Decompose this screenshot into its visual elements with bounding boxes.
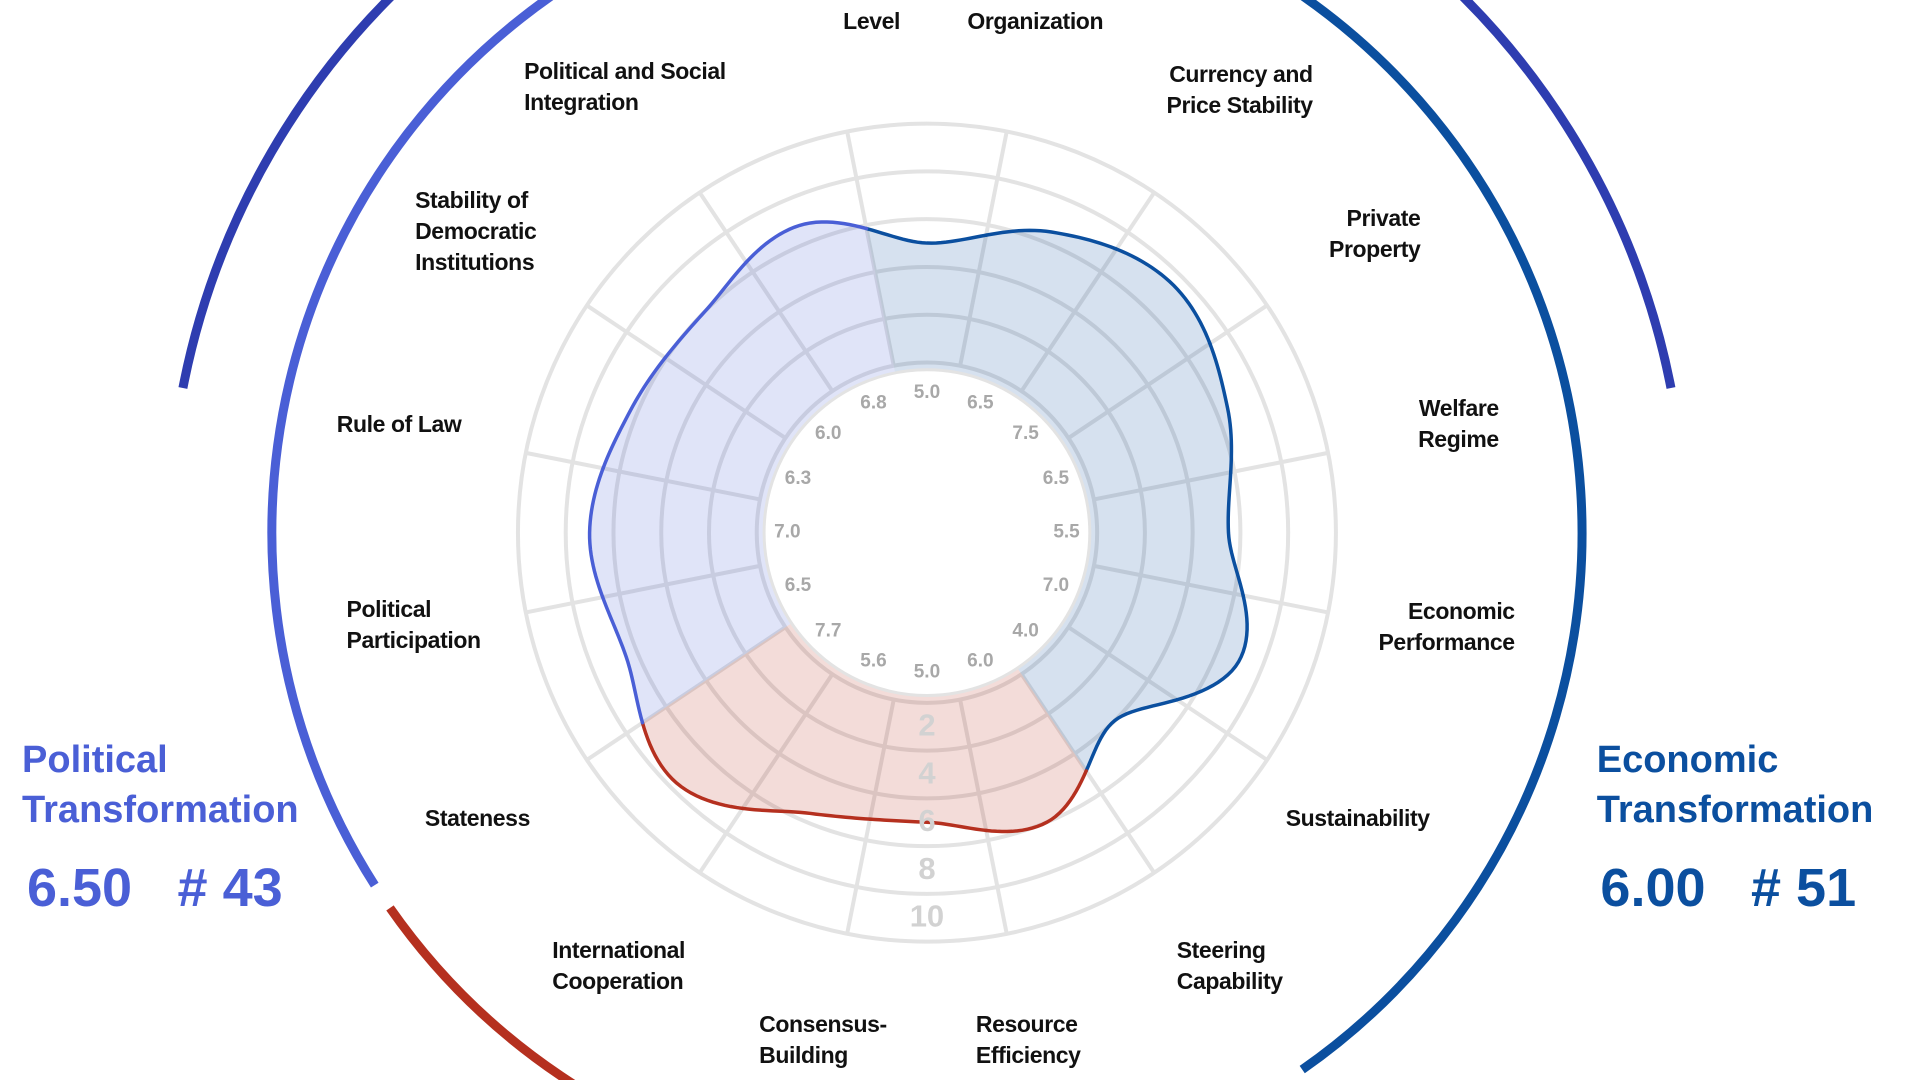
grid-ring [563, 169, 1291, 896]
category-label: Private Property [1329, 205, 1421, 263]
category-label: Market Organization [967, 0, 1104, 35]
value-label: 7.7 [815, 620, 841, 641]
dimension-title: Economic Transformation [1596, 738, 1874, 831]
score-line [640, 720, 745, 811]
value-label: 6.0 [815, 423, 841, 444]
value-label: 6.5 [967, 393, 994, 414]
category-label: Stateness [424, 805, 530, 832]
grid-ring [659, 264, 1195, 801]
category-label: Political Participation [346, 595, 482, 653]
spoke [1019, 191, 1156, 393]
spoke [525, 450, 761, 502]
category-label: Socioeconomic Level [735, 0, 900, 35]
category-label: Currency and Price Stability [1166, 60, 1314, 118]
value-label: 6.5 [785, 575, 812, 596]
r-tick-label: 10 [910, 899, 944, 934]
status-arc [178, 0, 1676, 389]
spoke [1067, 625, 1269, 762]
spoke [1067, 303, 1269, 440]
category-label: Steering Capability [1176, 937, 1283, 995]
r-tick-label: 4 [918, 755, 936, 790]
score-line [587, 466, 605, 599]
value-label: 5.0 [914, 661, 940, 682]
score-line [1208, 341, 1234, 474]
grid-ring [611, 217, 1243, 849]
score-line [1226, 470, 1245, 598]
spoke [958, 131, 1009, 367]
value-label: 6.5 [1043, 468, 1070, 489]
category-label: Political and Social Integration [524, 58, 726, 116]
score-line [601, 356, 667, 470]
grid-ring [706, 312, 1147, 753]
spoke [585, 303, 787, 440]
area-wedge [589, 468, 927, 598]
value-label: 5.5 [1053, 522, 1080, 543]
score-line [1114, 247, 1212, 346]
spoke [698, 673, 835, 874]
dimension-title: Political Transformation [22, 738, 299, 831]
category-label: Stability of Democratic Institutions [415, 186, 537, 275]
score-line [663, 260, 748, 360]
score-line [1084, 698, 1179, 773]
value-label: 6.8 [860, 393, 886, 414]
category-label: Rule of Law [336, 410, 462, 437]
value-label: 7.5 [1012, 423, 1039, 444]
score-line [984, 769, 1088, 834]
score-line [868, 817, 988, 833]
dimension-rank: # 51 [1751, 858, 1857, 918]
dimension-arc [267, 0, 554, 888]
score-line [1175, 593, 1249, 702]
category-label: Sustainability [1285, 805, 1430, 832]
score-line [740, 806, 872, 821]
value-label: 7.0 [1043, 575, 1069, 596]
center-hole [762, 368, 1092, 698]
score-line [600, 595, 645, 725]
spoke [845, 699, 896, 935]
score-line [864, 226, 988, 245]
value-label: 5.0 [914, 382, 940, 403]
value-label: 5.6 [860, 651, 886, 672]
dimension-rank: # 43 [177, 858, 283, 918]
category-label: Consensus- Building [759, 1010, 887, 1068]
r-tick-label: 8 [918, 851, 935, 886]
category-label: International Cooperation [552, 937, 686, 995]
spoke [585, 625, 787, 762]
grid-ring [515, 121, 1338, 944]
r-tick-label: 2 [918, 708, 935, 743]
score-line [744, 220, 869, 264]
value-label: 4.0 [1012, 620, 1038, 641]
spoke [698, 191, 835, 393]
spoke [1093, 450, 1329, 502]
category-label: Welfare Regime [1418, 394, 1499, 452]
grid-ring [754, 360, 1100, 705]
value-label: 6.3 [785, 468, 811, 489]
dimension-arc [1299, 0, 1587, 1074]
dimension-arc [386, 905, 576, 1080]
category-label: Economic Performance [1378, 598, 1515, 656]
value-label: 6.0 [967, 651, 993, 672]
r-tick-label: 6 [918, 803, 935, 838]
dimension-score: 6.50 [26, 858, 133, 918]
category-label: Resource Efficiency [975, 1010, 1081, 1068]
value-label: 7.0 [774, 522, 800, 543]
spoke [1093, 563, 1329, 615]
score-line [984, 228, 1119, 251]
spoke [845, 131, 896, 367]
spoke [525, 563, 761, 615]
spoke [958, 699, 1009, 935]
dimension-score: 6.00 [1600, 858, 1706, 918]
spoke [1019, 673, 1156, 874]
